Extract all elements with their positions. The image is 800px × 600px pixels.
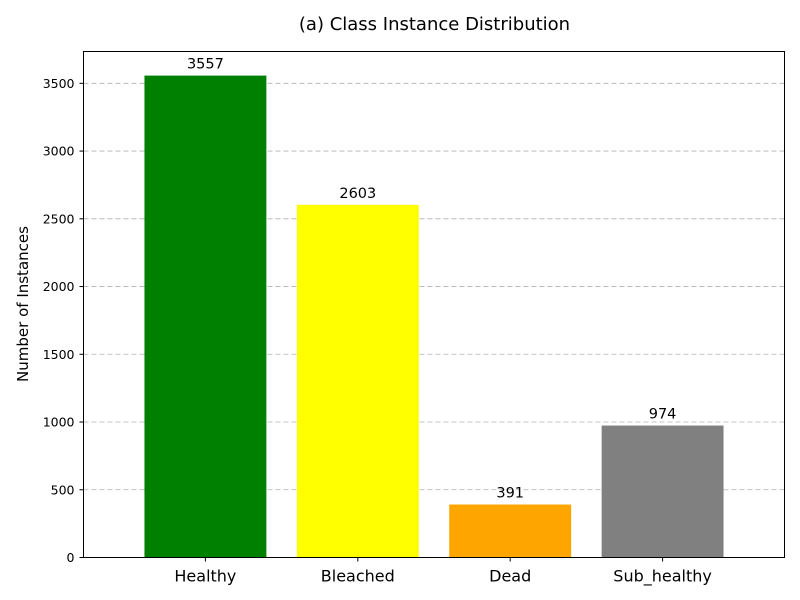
y-tick-label-2000: 2000	[43, 279, 75, 294]
x-tick-label-bleached: Bleached	[321, 567, 395, 586]
y-tick-label-0: 0	[67, 550, 75, 565]
x-tick-label-healthy: Healthy	[174, 567, 236, 586]
data-labels: 3557 2603 391 974	[187, 57, 676, 502]
x-tick-label-dead: Dead	[489, 567, 531, 586]
data-label-sub-healthy: 974	[649, 407, 677, 423]
y-tick-label-3500: 3500	[43, 76, 75, 91]
data-label-healthy: 3557	[187, 57, 224, 73]
y-tick-label-1500: 1500	[43, 347, 75, 362]
plot-frame	[83, 51, 785, 558]
bars	[144, 75, 724, 558]
y-tick-label-3000: 3000	[43, 144, 75, 159]
data-label-dead: 391	[496, 486, 524, 502]
data-label-bleached: 2603	[339, 186, 376, 202]
y-axis-label: Number of Instances	[14, 226, 32, 382]
chart-title: (a) Class Instance Distribution	[299, 14, 570, 35]
bar-healthy	[144, 75, 267, 558]
y-axis-ticks: 0 500 1000 1500 2000 2500 3000 3500	[43, 76, 84, 565]
x-axis-ticks: Healthy Bleached Dead Sub_healthy	[174, 557, 712, 587]
y-tick-label-1000: 1000	[43, 415, 75, 430]
bar-sub-healthy	[601, 425, 724, 558]
y-tick-label-500: 500	[51, 482, 75, 497]
y-tick-label-2500: 2500	[43, 211, 75, 226]
bar-bleached	[296, 204, 419, 558]
x-tick-label-sub-healthy: Sub_healthy	[613, 567, 712, 587]
bar-dead	[449, 504, 572, 558]
